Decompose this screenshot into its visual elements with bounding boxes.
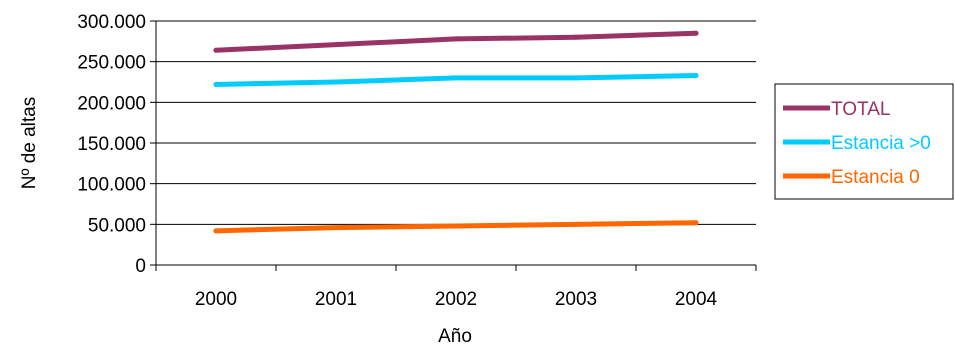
x-axis-title: Año (438, 326, 472, 347)
data-point (453, 75, 459, 81)
data-point (693, 220, 699, 226)
y-tick-label: 200.000 (77, 93, 146, 114)
axes (150, 20, 757, 271)
y-tick-label: 250.000 (77, 53, 146, 74)
x-tick-label: 2001 (315, 289, 357, 310)
legend-items: TOTAL Estancia >0 Estancia 0 (783, 99, 931, 188)
x-tick-label: 2004 (675, 289, 718, 310)
legend-label: TOTAL (831, 99, 890, 120)
y-tick-label: 300.000 (77, 12, 146, 33)
data-point (693, 72, 699, 78)
x-tick-label: 2003 (555, 289, 597, 310)
legend-label: Estancia >0 (831, 133, 931, 154)
y-tick-label: 50.000 (88, 215, 146, 236)
data-point (693, 30, 699, 36)
data-point (213, 81, 219, 87)
legend-label: Estancia 0 (831, 167, 920, 188)
x-tick-label: 2000 (195, 289, 237, 310)
y-tick-label: 150.000 (77, 134, 146, 155)
data-point (453, 36, 459, 42)
y-tick-label: 0 (135, 256, 146, 277)
data-point (333, 225, 339, 231)
y-axis-title: Nº de altas (19, 97, 40, 190)
y-tick-label: 100.000 (77, 175, 146, 196)
x-tick-labels: 2000 2001 2002 2003 2004 (195, 289, 718, 310)
y-tick-labels: 0 50.000 100.000 150.000 200.000 250.000 300.0… (77, 12, 146, 277)
data-point (333, 79, 339, 85)
data-point (213, 47, 219, 53)
legend: TOTAL Estancia >0 Estancia 0 (774, 83, 954, 200)
series-line-0 (213, 30, 699, 53)
data-point (213, 228, 219, 234)
x-tick-label: 2002 (435, 289, 477, 310)
data-point (573, 34, 579, 40)
data-point (573, 221, 579, 227)
gridlines (156, 20, 756, 225)
data-point (453, 223, 459, 229)
data-point (333, 42, 339, 48)
data-point (573, 75, 579, 81)
series-lines (213, 30, 699, 234)
